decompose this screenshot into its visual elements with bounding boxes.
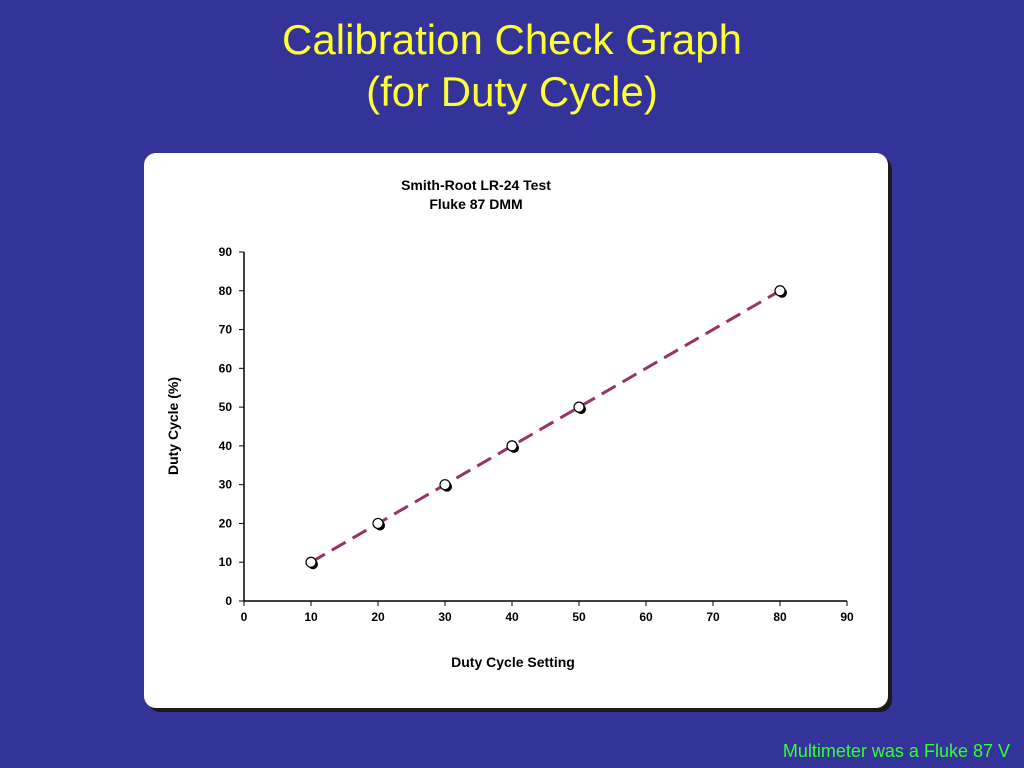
- y-tick-label: 30: [219, 478, 233, 492]
- data-point: [372, 517, 384, 530]
- x-tick-label: 0: [241, 610, 248, 624]
- slide-title-line2: (for Duty Cycle): [366, 68, 658, 115]
- y-tick-label: 0: [225, 594, 232, 608]
- fit-line: [310, 289, 781, 564]
- y-tick-label: 10: [219, 555, 233, 569]
- y-tick-label: 80: [219, 284, 233, 298]
- x-tick-label: 80: [773, 610, 787, 624]
- data-point: [305, 556, 317, 568]
- x-tick-label: 60: [639, 610, 653, 624]
- x-tick-label: 10: [304, 610, 318, 624]
- data-point: [573, 401, 585, 413]
- y-tick-label: 40: [219, 439, 233, 453]
- y-tick-label: 90: [219, 245, 233, 259]
- y-axis-label: Duty Cycle (%): [165, 377, 181, 475]
- x-tick-label: 40: [505, 610, 519, 624]
- y-tick-label: 70: [219, 323, 233, 337]
- y-tick-label: 20: [219, 516, 233, 530]
- x-tick-label: 20: [371, 610, 385, 624]
- y-tick-label: 50: [219, 400, 233, 414]
- chart-subtitle: Fluke 87 DMM: [429, 196, 522, 212]
- chart-panel: Smith-Root LR-24 Test Fluke 87 DMM Duty …: [144, 153, 888, 708]
- fit-line-layer: [310, 289, 781, 564]
- y-tick-label: 60: [219, 361, 233, 375]
- data-point: [439, 479, 451, 491]
- data-point: [774, 285, 786, 297]
- points-layer: [305, 285, 787, 570]
- chart-title: Smith-Root LR-24 Test: [401, 177, 551, 193]
- x-tick-label: 70: [706, 610, 720, 624]
- slide-title-line1: Calibration Check Graph: [282, 16, 742, 63]
- calibration-chart: Smith-Root LR-24 Test Fluke 87 DMM Duty …: [165, 177, 854, 670]
- x-tick-label: 90: [840, 610, 854, 624]
- slide-title: Calibration Check Graph (for Duty Cycle): [0, 14, 1024, 118]
- x-tick-label: 30: [438, 610, 452, 624]
- x-tick-label: 50: [572, 610, 586, 624]
- x-axis-label: Duty Cycle Setting: [451, 654, 575, 670]
- data-point: [506, 440, 518, 452]
- footer-note: Multimeter was a Fluke 87 V: [782, 741, 1010, 761]
- axes: 0 10 20 30 40 50 60 70 80 90 0 10 20 30 40 50 60 70 80 90: [219, 245, 854, 624]
